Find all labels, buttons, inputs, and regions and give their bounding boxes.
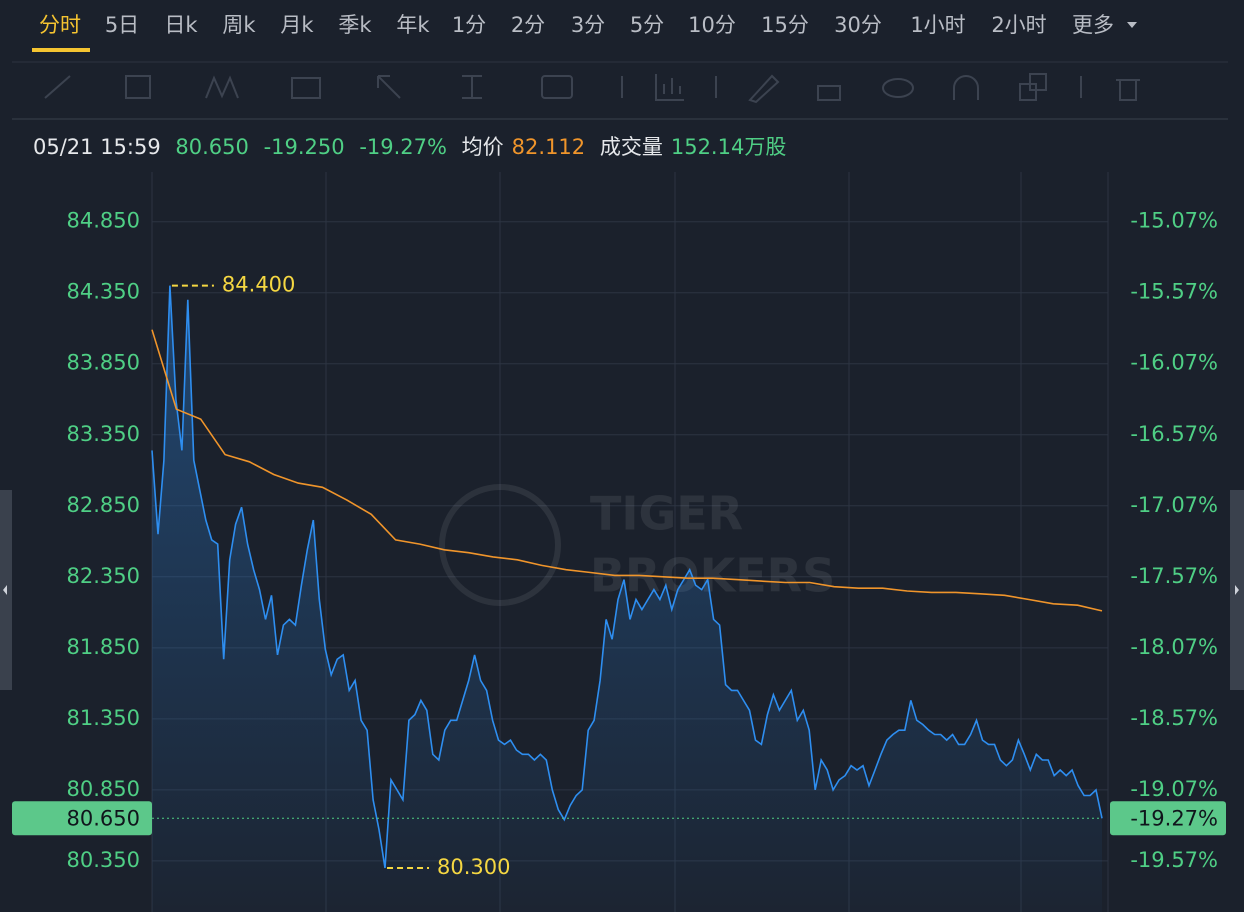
right-arrow — [1235, 585, 1239, 595]
y-tick-label: 80.850 — [67, 777, 140, 801]
y-tick-label: 83.850 — [67, 351, 140, 375]
tab[interactable]: 2分 — [511, 13, 545, 37]
tool-text[interactable] — [462, 75, 482, 99]
y2-tick-label: -19.57% — [1130, 848, 1218, 872]
avg-label: 均价 — [461, 135, 504, 159]
y2-tick-label: -15.07% — [1130, 209, 1218, 233]
tool-lock[interactable] — [817, 85, 841, 101]
tool-rect[interactable] — [125, 75, 151, 99]
tab[interactable]: 10分 — [688, 13, 736, 37]
tool-wave[interactable] — [205, 75, 239, 99]
watermark-logo — [439, 484, 561, 606]
y-tick-label: 82.850 — [67, 493, 140, 517]
tab[interactable]: 周k — [222, 13, 256, 37]
tool-fib[interactable] — [291, 77, 321, 99]
last-pct-label: -19.27% — [1130, 806, 1218, 830]
tool-eye[interactable] — [882, 78, 914, 98]
dropdown-caret — [1127, 22, 1137, 28]
change: -19.250 — [263, 135, 345, 159]
y2-tick-label: -17.57% — [1130, 564, 1218, 588]
y2-tick-label: -19.07% — [1130, 777, 1218, 801]
tool-magnet[interactable] — [953, 75, 979, 100]
y-tick-label: 81.850 — [67, 635, 140, 659]
y-tick-label: 84.350 — [67, 280, 140, 304]
tool-copy[interactable] — [1019, 83, 1037, 101]
last-pct-box — [1110, 801, 1226, 836]
toolbar — [44, 73, 1140, 104]
tab[interactable]: 月k — [280, 13, 314, 37]
volume-label: 成交量 — [599, 135, 663, 159]
last-price-label: 80.650 — [67, 806, 140, 830]
y2-tick-label: -15.57% — [1130, 280, 1218, 304]
time: 05/21 15:59 — [33, 135, 161, 159]
tab[interactable]: 季k — [338, 13, 372, 37]
y2-tick-label: -16.57% — [1130, 422, 1218, 446]
tool-copy-back — [1029, 73, 1047, 91]
watermark-text: TIGER — [590, 487, 743, 541]
price-line — [151, 285, 1103, 869]
tab[interactable]: 分时 — [39, 13, 81, 37]
y-tick-label: 82.350 — [67, 564, 140, 588]
tool-label[interactable] — [541, 75, 573, 99]
tab[interactable]: 5日 — [105, 13, 139, 37]
y2-tick-label: -18.07% — [1130, 635, 1218, 659]
tool-indicator[interactable] — [655, 74, 684, 101]
tab[interactable]: 5分 — [630, 13, 664, 37]
tool-pen[interactable] — [748, 74, 780, 104]
change-pct: -19.27% — [359, 135, 447, 159]
tab[interactable]: 日k — [164, 13, 198, 37]
y-tick-label: 80.350 — [67, 848, 140, 872]
avg: 82.112 — [511, 135, 586, 159]
y2-tick-label: -17.07% — [1130, 493, 1218, 517]
tab[interactable]: 1小时 — [910, 13, 965, 37]
y2-tick-label: -18.57% — [1130, 706, 1218, 730]
price: 80.650 — [175, 135, 249, 159]
tab[interactable]: 15分 — [761, 13, 809, 37]
price-area — [152, 285, 1102, 912]
tab[interactable]: 1分 — [452, 13, 486, 37]
tab[interactable]: 更多 — [1072, 13, 1114, 37]
last-price-box — [12, 801, 152, 836]
volume: 152.14万股 — [670, 135, 787, 159]
low-label: 80.300 — [437, 855, 510, 879]
average-line — [151, 329, 1103, 612]
tab[interactable]: 3分 — [571, 13, 605, 37]
tool-arrow[interactable] — [377, 75, 401, 99]
plot: 84.850 84.350 83.850 83.350 82.850 82.350 81.8… — [12, 172, 1226, 912]
left-arrow — [3, 585, 7, 595]
tool-line[interactable] — [44, 75, 71, 99]
y-tick-label: 81.350 — [67, 706, 140, 730]
y-tick-label: 84.850 — [67, 209, 140, 233]
tab[interactable]: 年k — [396, 13, 430, 37]
tab-underline — [32, 48, 90, 52]
y-tick-label: 83.350 — [67, 422, 140, 446]
tab[interactable]: 2小时 — [991, 13, 1046, 37]
tab[interactable]: 30分 — [834, 13, 882, 37]
quote-info: 05/21 15:59 80.650 -19.250 -19.27% 均价 82.… — [33, 131, 794, 161]
high-label: 84.400 — [222, 273, 295, 297]
tool-delete[interactable] — [1116, 79, 1140, 101]
y2-tick-label: -16.07% — [1130, 351, 1218, 375]
